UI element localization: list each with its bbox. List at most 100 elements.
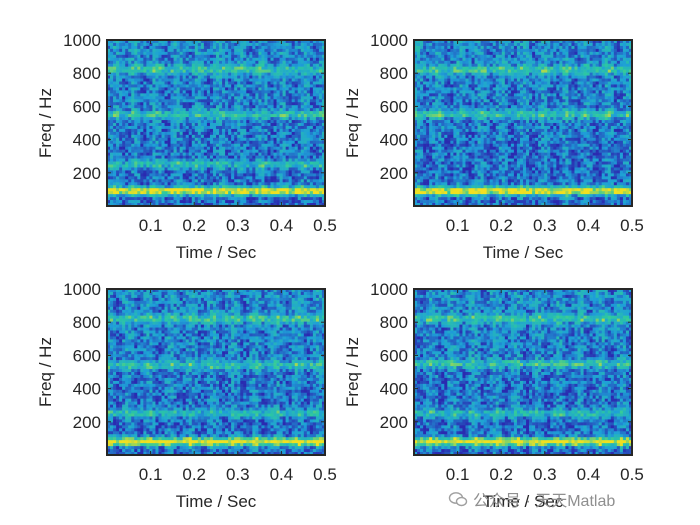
spectrogram-cell [312, 78, 317, 82]
spectrogram-cell [315, 69, 320, 73]
spectrogram-cell [516, 63, 521, 67]
spectrogram-cell [589, 60, 593, 65]
spectrogram-cell [152, 170, 156, 174]
spectrogram-cell [122, 173, 126, 177]
spectrogram-cell [279, 117, 283, 121]
spectrogram-cell [249, 99, 253, 103]
spectrogram-cell [179, 149, 183, 153]
spectrogram-cell [486, 69, 490, 73]
spectrogram-cell [586, 60, 590, 65]
spectrogram-cell [209, 161, 214, 165]
spectrogram-cell [231, 60, 235, 65]
spectrogram-cell [203, 194, 208, 198]
spectrogram-cell [179, 117, 183, 121]
spectrogram-cell [179, 128, 183, 133]
spectrogram-cell [550, 54, 554, 59]
spectrogram-cell [143, 87, 147, 91]
spectrogram-cell [625, 63, 630, 67]
spectrogram-cell [176, 173, 180, 177]
spectrogram-cell [173, 143, 177, 148]
spectrogram-cell [185, 176, 190, 180]
spectrogram-cell [261, 72, 265, 76]
spectrogram-cell [309, 140, 314, 145]
spectrogram-cell [568, 45, 572, 50]
spectrogram-cell [122, 152, 126, 156]
spectrogram-cell [261, 114, 265, 118]
spectrogram-cell [574, 57, 578, 62]
spectrogram-cell [480, 40, 484, 44]
spectrogram-cell [261, 128, 265, 133]
spectrogram-cell [234, 125, 238, 130]
spectrogram-cell [170, 197, 174, 201]
spectrogram-cell [447, 48, 451, 53]
spectrogram-cell [194, 128, 199, 133]
spectrogram-cell [131, 131, 135, 136]
spectrogram-cell [291, 57, 296, 62]
spectrogram-cell [197, 99, 202, 103]
spectrogram-cell [321, 125, 326, 130]
spectrogram-cell [116, 111, 120, 115]
spectrogram-cell [544, 57, 548, 62]
spectrogram-cell [529, 66, 533, 70]
spectrogram-cell [246, 155, 250, 159]
spectrogram-cell [182, 191, 187, 195]
spectrogram-cell [417, 54, 421, 59]
spectrogram-cell [134, 137, 138, 142]
spectrogram-cell [291, 90, 296, 94]
spectrogram-cell [125, 57, 129, 62]
spectrogram-cell [261, 200, 265, 204]
spectrogram-cell [562, 63, 566, 67]
spectrogram-cell [246, 69, 250, 73]
spectrogram-cell [149, 200, 153, 204]
spectrogram-cell [206, 105, 211, 109]
spectrogram-cell [504, 42, 509, 47]
spectrogram-cell [234, 120, 238, 124]
spectrogram-cell [140, 143, 144, 148]
spectrogram-cell [125, 191, 129, 195]
spectrogram-cell [234, 170, 238, 174]
spectrogram-cell [200, 105, 205, 109]
spectrogram-cell [568, 54, 572, 59]
spectrogram-cell [459, 45, 463, 50]
spectrogram-cell [273, 93, 277, 97]
spectrogram-cell [243, 90, 247, 94]
spectrogram-cell [170, 167, 174, 171]
spectrogram-cell [315, 54, 320, 59]
spectrogram-cell [164, 105, 168, 109]
spectrogram-cell [297, 173, 302, 177]
spectrogram-cell [146, 146, 150, 150]
spectrogram-cell [131, 140, 135, 145]
spectrogram-cell [209, 54, 214, 59]
spectrogram-cell [188, 99, 193, 103]
spectrogram-cell [294, 40, 299, 44]
spectrogram-cell [137, 48, 141, 53]
spectrogram-cell [228, 191, 232, 195]
spectrogram-cell [149, 179, 153, 183]
spectrogram-cell [131, 146, 135, 150]
spectrogram-cell [173, 102, 177, 106]
spectrogram-cell [249, 161, 253, 165]
spectrogram-cell [179, 158, 183, 162]
spectrogram-cell [513, 48, 518, 53]
spectrogram-cell [237, 155, 241, 159]
spectrogram-cell [143, 96, 147, 100]
spectrogram-cell [628, 42, 633, 47]
spectrogram-cell [267, 123, 271, 127]
spectrogram-cell [312, 152, 317, 156]
spectrogram-cell [194, 84, 199, 88]
spectrogram-cell [423, 45, 427, 50]
spectrogram-cell [222, 155, 226, 159]
spectrogram-cell [158, 185, 162, 189]
spectrogram-cell [553, 60, 557, 65]
spectrogram-cell [219, 120, 223, 124]
spectrogram-cell [188, 75, 193, 79]
spectrogram-cell [273, 57, 277, 62]
spectrogram-cell [306, 146, 311, 150]
spectrogram-cell [167, 102, 171, 106]
spectrogram-cell [225, 69, 229, 73]
spectrogram-cell [568, 75, 572, 79]
spectrogram-cell [188, 105, 193, 109]
spectrogram-cell [252, 45, 256, 50]
spectrogram-cell [206, 45, 211, 50]
spectrogram-cell [243, 185, 247, 189]
